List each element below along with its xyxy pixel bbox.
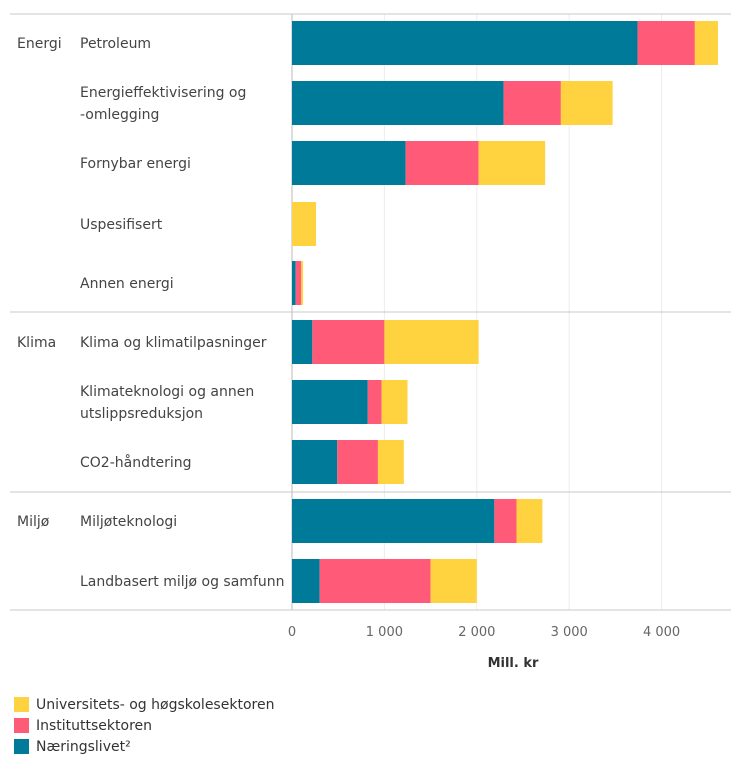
group-labels: Energi Klima Miljø bbox=[17, 36, 62, 530]
legend-item: Næringslivet² bbox=[14, 736, 274, 757]
category-label: Energieffektivisering og bbox=[80, 85, 246, 101]
group-label: Klima bbox=[17, 335, 56, 351]
legend-label: Næringslivet² bbox=[36, 738, 131, 755]
bar-segment bbox=[560, 81, 613, 125]
category-labels: Petroleum Energieffektivisering og -omlegg… bbox=[80, 36, 285, 590]
bars bbox=[292, 21, 718, 603]
category-label: Klima og klimatilpasninger bbox=[80, 335, 267, 351]
category-label: Annen energi bbox=[80, 276, 174, 292]
category-label: Miljøteknologi bbox=[80, 514, 177, 530]
bar-segment bbox=[405, 141, 479, 185]
x-axis-label: Mill. kr bbox=[488, 656, 539, 671]
x-tick-label: 1 000 bbox=[366, 625, 403, 640]
bar-segment bbox=[694, 21, 718, 65]
bar-segment bbox=[494, 499, 517, 543]
x-tick-labels: 0 1 000 2 000 3 000 4 000 bbox=[288, 625, 680, 640]
x-tick-label: 0 bbox=[288, 625, 296, 640]
bar-segment bbox=[516, 499, 543, 543]
category-label: Uspesifisert bbox=[80, 217, 163, 233]
bar-segment bbox=[478, 141, 546, 185]
bar-segment bbox=[319, 559, 431, 603]
bar-segment bbox=[292, 440, 338, 484]
category-label: -omlegging bbox=[80, 107, 159, 123]
group-label: Energi bbox=[17, 36, 62, 52]
category-label: Landbasert miljø og samfunn bbox=[80, 574, 285, 590]
category-label: Klimateknologi og annen bbox=[80, 384, 254, 400]
bar-segment bbox=[367, 380, 382, 424]
bar-segment bbox=[292, 380, 368, 424]
category-label: Petroleum bbox=[80, 36, 151, 52]
bar-segment bbox=[292, 21, 638, 65]
bar-segment bbox=[292, 202, 317, 246]
category-label: CO2-håndtering bbox=[80, 454, 191, 471]
bar-segment bbox=[430, 559, 477, 603]
bar-segment bbox=[292, 141, 406, 185]
bar-segment bbox=[292, 261, 296, 305]
legend-swatch bbox=[14, 739, 29, 754]
legend-item: Universitets- og høgskolesektoren bbox=[14, 694, 274, 715]
legend-label: Universitets- og høgskolesektoren bbox=[36, 696, 275, 713]
legend-swatch bbox=[14, 697, 29, 712]
bar-segment bbox=[384, 320, 479, 364]
group-separators bbox=[10, 13, 731, 611]
legend-item: Instituttsektoren bbox=[14, 715, 274, 736]
bar-segment bbox=[295, 261, 302, 305]
bar-segment bbox=[637, 21, 695, 65]
legend: Universitets- og høgskolesektoren Institu… bbox=[14, 694, 274, 757]
x-tick-label: 2 000 bbox=[458, 625, 495, 640]
x-tick-label: 3 000 bbox=[551, 625, 588, 640]
group-label: Miljø bbox=[17, 514, 50, 530]
bar-segment bbox=[337, 440, 378, 484]
bar-segment bbox=[301, 261, 304, 305]
legend-label: Instituttsektoren bbox=[36, 717, 153, 734]
bar-segment bbox=[292, 499, 495, 543]
bar-segment bbox=[503, 81, 561, 125]
bar-segment bbox=[292, 559, 320, 603]
bar-segment bbox=[292, 320, 313, 364]
bar-segment bbox=[312, 320, 385, 364]
category-label: utslippsreduksjon bbox=[80, 406, 203, 422]
bar-segment bbox=[381, 380, 408, 424]
legend-swatch bbox=[14, 718, 29, 733]
bar-segment bbox=[292, 81, 504, 125]
category-label: Fornybar energi bbox=[80, 156, 191, 172]
stacked-bar-chart: Energi Klima Miljø Petroleum Energieffektiv… bbox=[10, 13, 731, 671]
x-tick-label: 4 000 bbox=[643, 625, 680, 640]
bar-segment bbox=[377, 440, 404, 484]
